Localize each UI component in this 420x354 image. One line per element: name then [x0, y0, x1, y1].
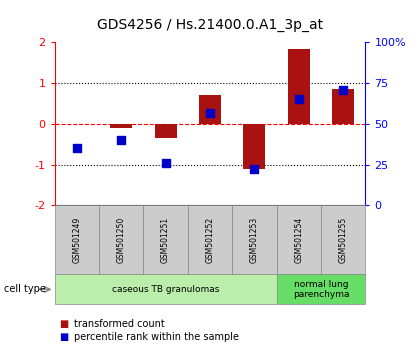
Bar [110, 124, 132, 128]
Point [251, 167, 258, 172]
Point [340, 87, 346, 92]
Text: percentile rank within the sample: percentile rank within the sample [74, 332, 239, 342]
Bar [332, 89, 354, 124]
Text: GSM501251: GSM501251 [161, 217, 170, 263]
Text: GSM501250: GSM501250 [117, 217, 126, 263]
Text: GSM501252: GSM501252 [205, 217, 215, 263]
Text: GDS4256 / Hs.21400.0.A1_3p_at: GDS4256 / Hs.21400.0.A1_3p_at [97, 18, 323, 32]
Text: cell type: cell type [4, 284, 46, 295]
Text: ■: ■ [59, 332, 68, 342]
Point [118, 137, 125, 143]
Bar [155, 124, 177, 138]
Point [162, 160, 169, 166]
Bar [288, 48, 310, 124]
Point [74, 145, 80, 151]
Text: GSM501253: GSM501253 [250, 217, 259, 263]
Text: caseous TB granulomas: caseous TB granulomas [112, 285, 219, 294]
Text: GSM501255: GSM501255 [339, 217, 348, 263]
Point [295, 97, 302, 102]
Point [207, 110, 213, 115]
Text: transformed count: transformed count [74, 319, 164, 329]
Text: normal lung
parenchyma: normal lung parenchyma [293, 280, 349, 299]
Bar [199, 96, 221, 124]
Text: GSM501249: GSM501249 [72, 217, 81, 263]
Text: ■: ■ [59, 319, 68, 329]
Text: GSM501254: GSM501254 [294, 217, 303, 263]
Bar [243, 124, 265, 169]
